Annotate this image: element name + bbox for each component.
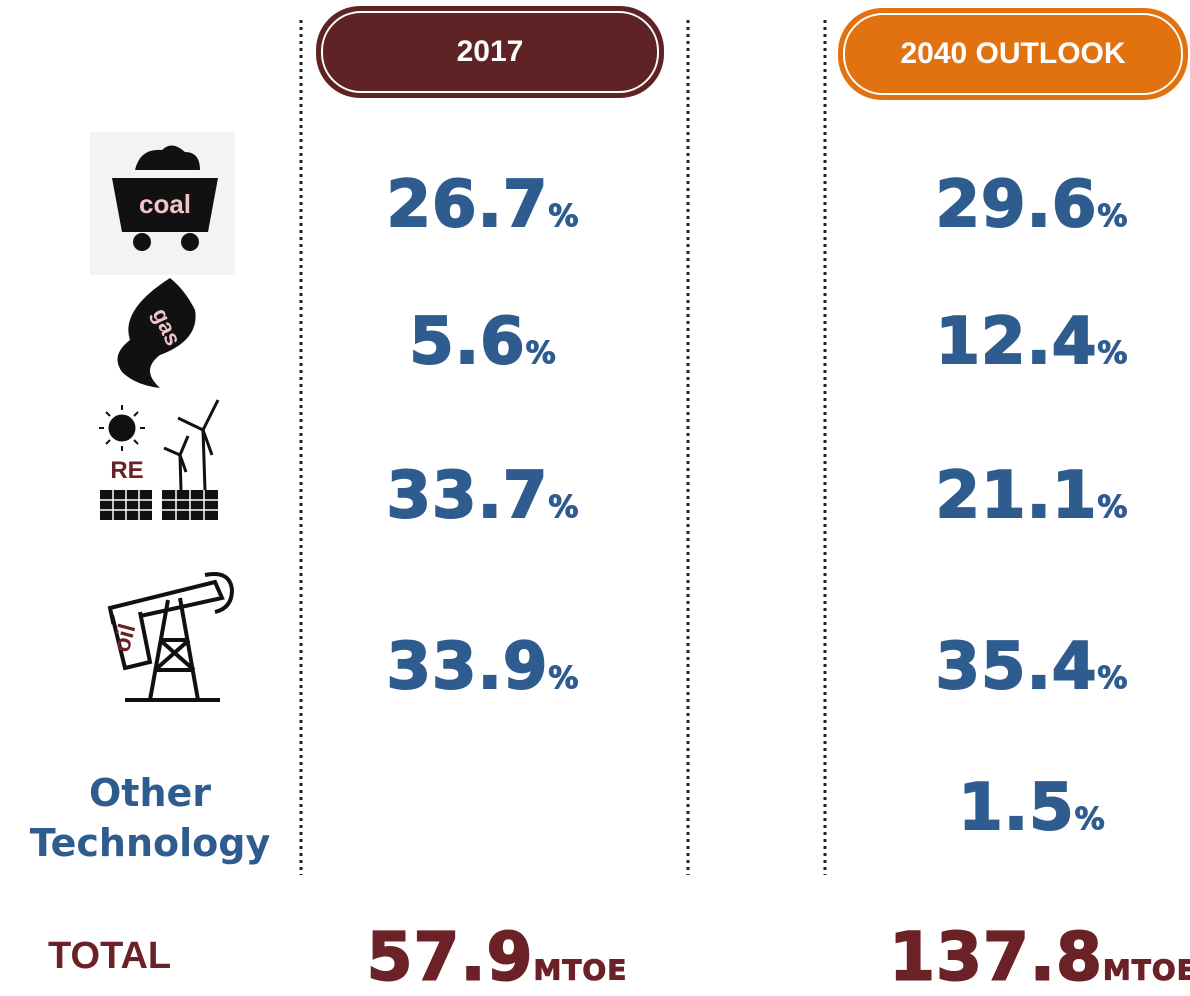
unit: MTOE <box>1102 953 1190 987</box>
value-cell: 12.4% <box>935 304 1129 380</box>
value: 29.6 <box>935 167 1098 243</box>
re-icon: RE <box>99 399 220 520</box>
value: 5.6 <box>408 304 526 380</box>
coal-icon: coal <box>90 132 235 275</box>
total-label: TOTAL <box>48 935 172 977</box>
value: 1.5 <box>957 770 1075 846</box>
unit: % <box>1097 490 1129 526</box>
gas-icon: gas <box>117 278 196 388</box>
value: 137.8 <box>888 918 1103 996</box>
unit: % <box>548 661 580 697</box>
value: 12.4 <box>935 304 1098 380</box>
value-cell: 137.8MTOE <box>888 918 1190 996</box>
value-cell: 26.7% <box>386 167 580 243</box>
dividers <box>299 20 827 875</box>
value-cell: 21.1% <box>935 458 1129 534</box>
value-cell: 33.7% <box>386 458 580 534</box>
value-cell: 57.9MTOE <box>366 918 628 996</box>
column-header-text: 2040 OUTLOOK <box>900 37 1126 70</box>
value: 33.7 <box>386 458 549 534</box>
oil-icon: oil <box>107 572 235 702</box>
column-header-text: 2017 <box>456 35 524 68</box>
value-cell: 29.6% <box>935 167 1129 243</box>
unit: % <box>525 336 557 372</box>
value: 21.1 <box>935 458 1098 534</box>
value: 33.9 <box>386 629 549 705</box>
value-cell: 1.5% <box>957 770 1106 846</box>
column-header: 2040 OUTLOOK <box>838 8 1188 100</box>
unit: % <box>1097 661 1129 697</box>
unit: % <box>1074 802 1106 838</box>
value: 57.9 <box>366 918 534 996</box>
unit: % <box>1097 336 1129 372</box>
column-header: 2017 <box>316 6 664 98</box>
unit: MTOE <box>533 953 628 987</box>
value: 26.7 <box>386 167 549 243</box>
value-cell: 35.4% <box>935 629 1129 705</box>
value: 35.4 <box>935 629 1098 705</box>
value-cell: 33.9% <box>386 629 580 705</box>
unit: % <box>1097 199 1129 235</box>
icon-label: RE <box>110 457 143 484</box>
row-label: Other Technology <box>29 771 271 865</box>
unit: % <box>548 199 580 235</box>
icon-label: coal <box>139 189 191 219</box>
value-cell: 5.6% <box>408 304 557 380</box>
unit: % <box>548 490 580 526</box>
